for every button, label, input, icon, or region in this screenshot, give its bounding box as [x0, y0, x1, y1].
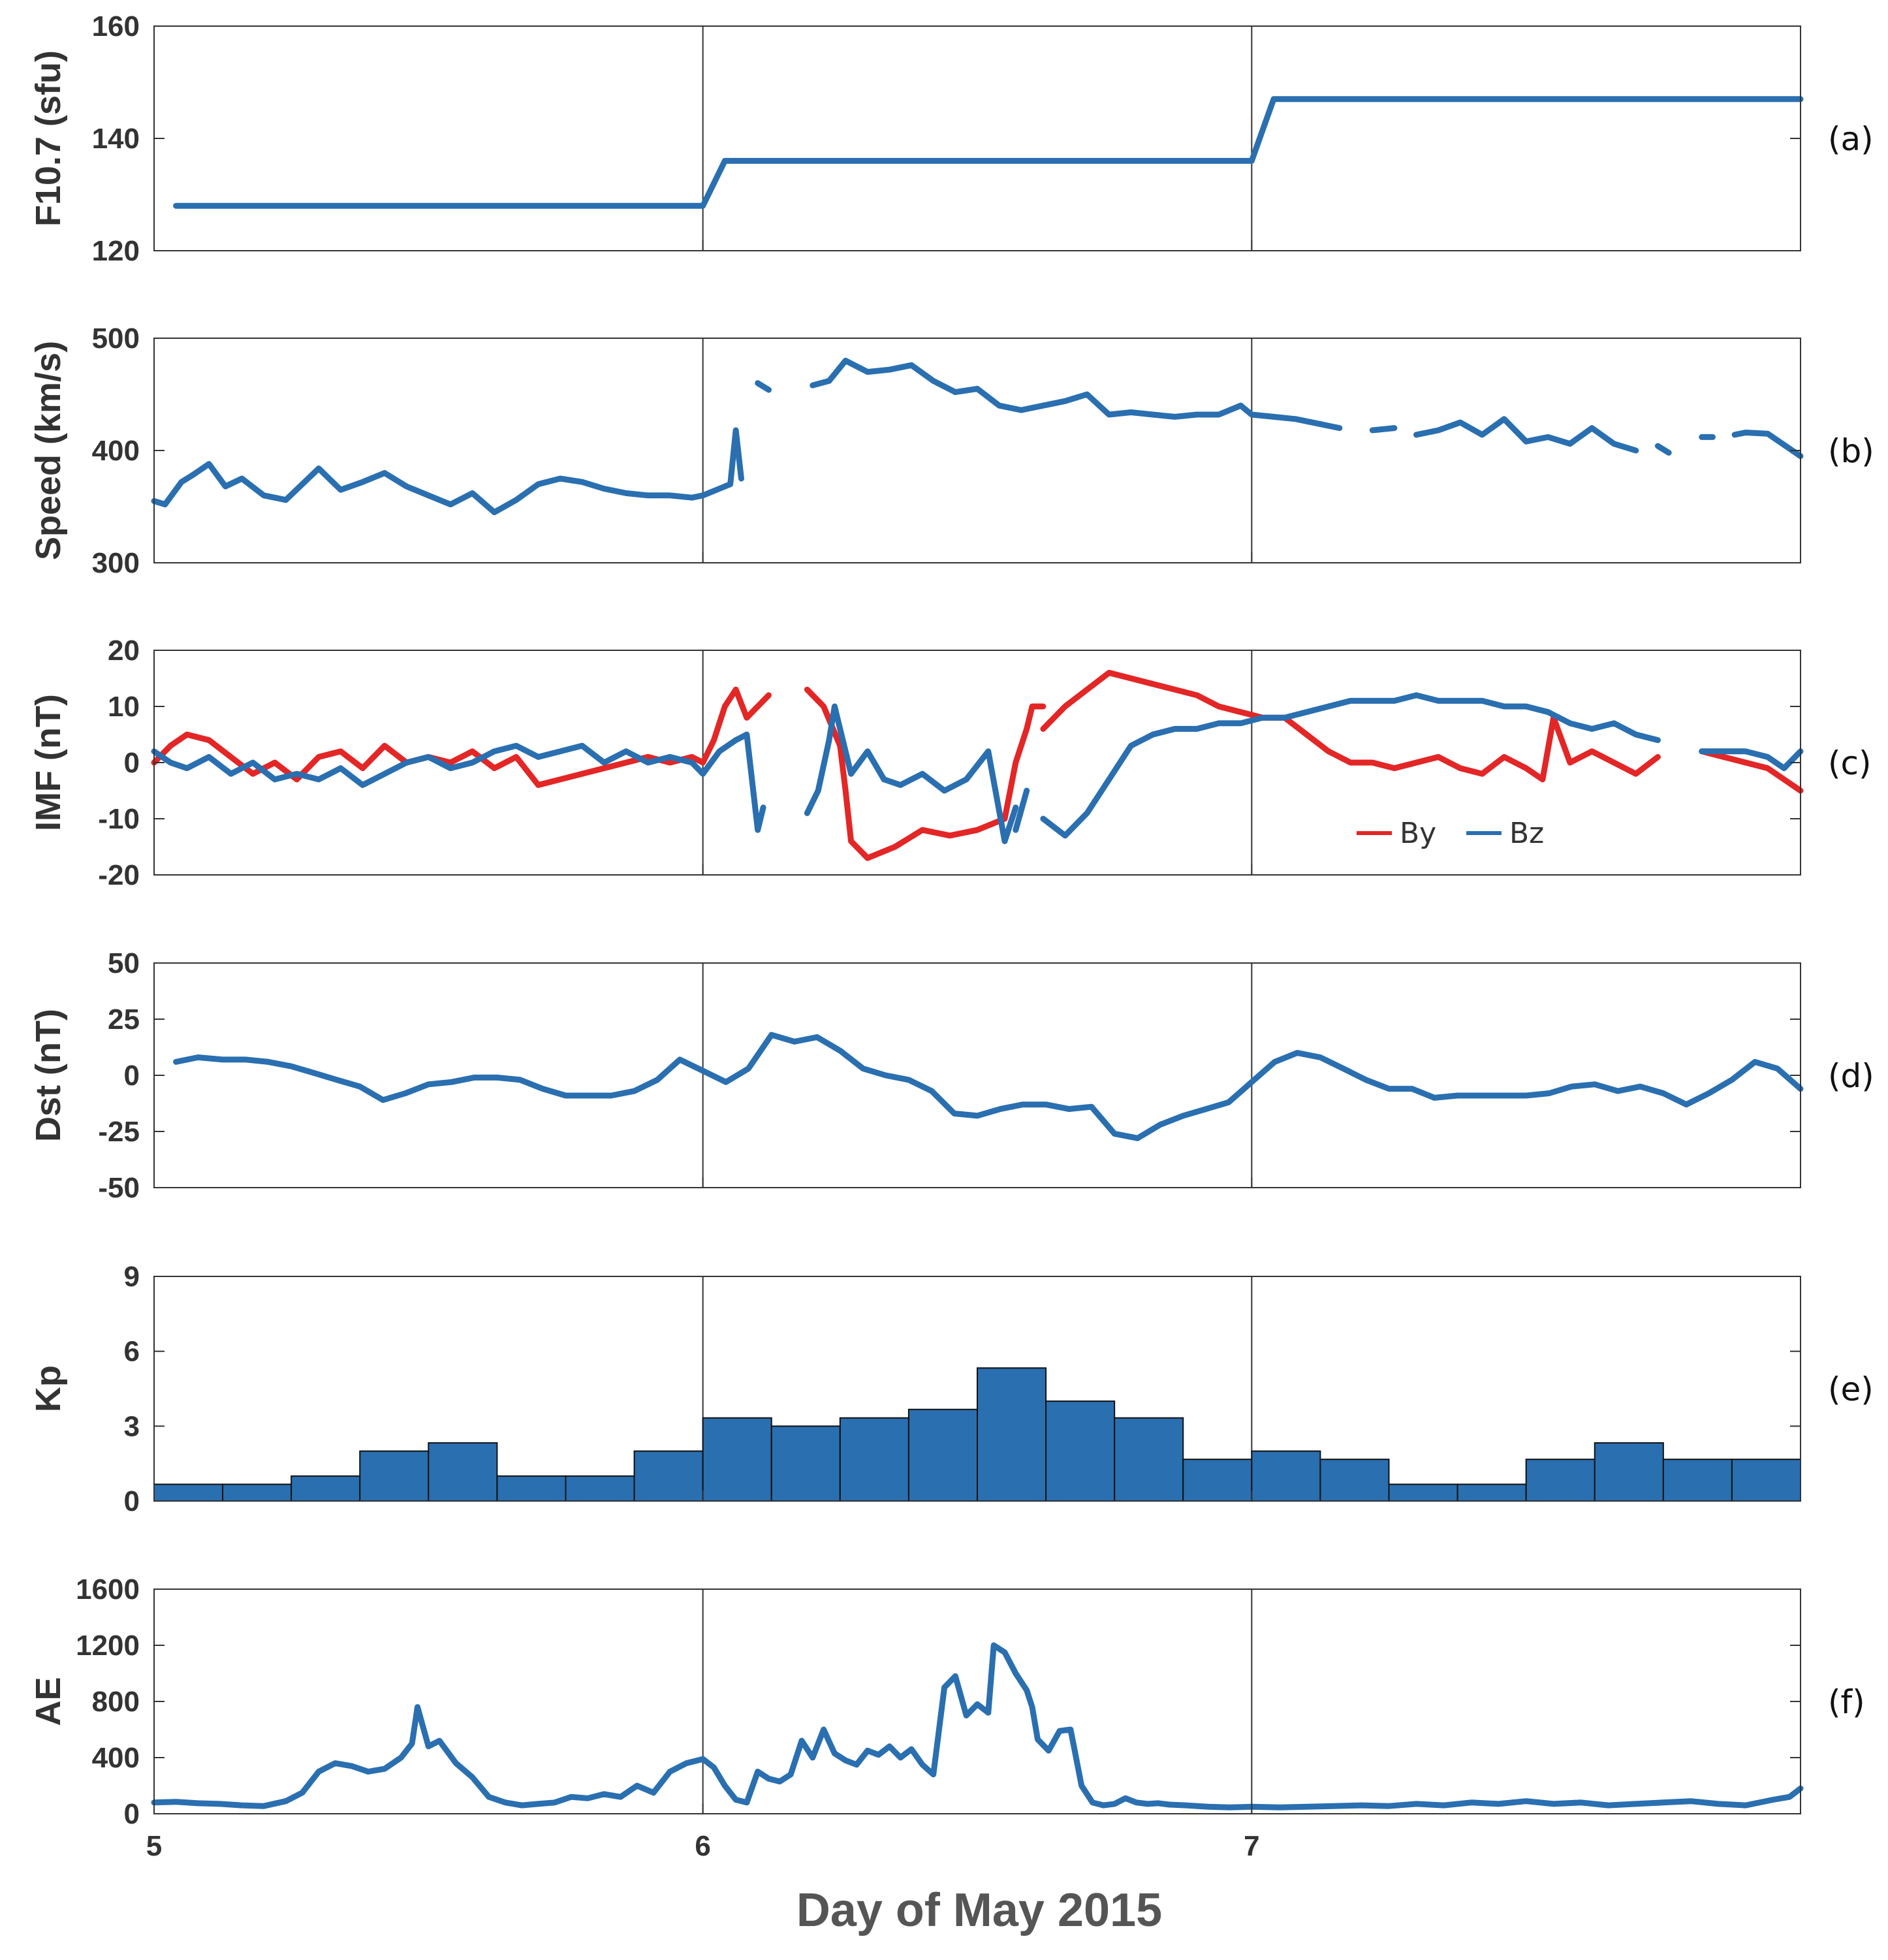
x-axis-label: Day of May 2015 — [796, 1884, 1162, 1936]
kp-bar — [633, 1450, 704, 1502]
panel-label: (a) — [1828, 120, 1874, 158]
panel-f: 0 400 800 1200 1600 AE (f) 5 6 7 — [29, 1573, 1865, 1862]
kp-bar — [1045, 1400, 1116, 1502]
y-axis-label: IMF (nT) — [29, 694, 68, 831]
y-tick-label: 6 — [124, 1336, 140, 1368]
kp-bar — [1182, 1459, 1253, 1502]
kp-bar — [496, 1475, 567, 1502]
kp-bar — [1114, 1417, 1184, 1502]
y-tick-label: 300 — [92, 547, 140, 579]
axes-frame — [153, 962, 1801, 1188]
y-tick-label: 1600 — [76, 1573, 140, 1605]
kp-bar — [1662, 1459, 1733, 1502]
kp-bar — [153, 1483, 224, 1502]
y-tick-label: 500 — [92, 323, 140, 355]
legend: By Bz — [1357, 817, 1544, 850]
kp-bar — [839, 1417, 909, 1502]
series-line-bz — [151, 692, 1804, 844]
kp-bar — [1525, 1459, 1596, 1502]
x-tick-label: 5 — [146, 1830, 162, 1862]
y-axis-label: F10.7 (sfu) — [29, 50, 68, 227]
panel-d: -50 -25 0 25 50 Dst (nT) (d) — [29, 947, 1874, 1204]
panel-label: (d) — [1828, 1057, 1874, 1095]
legend-label-by: By — [1400, 817, 1436, 850]
y-tick-label: 9 — [124, 1261, 140, 1293]
kp-bar — [1319, 1459, 1390, 1502]
kp-bar — [770, 1425, 841, 1502]
y-axis-label: AE — [29, 1677, 68, 1726]
panel-label: (b) — [1828, 432, 1874, 470]
kp-bar — [702, 1417, 772, 1502]
panel-a: 120 140 160 F10.7 (sfu) (a) — [29, 10, 1874, 267]
y-tick-label: -10 — [98, 803, 140, 835]
panel-c: -20 -10 0 10 20 IMF (nT) (c) By Bz — [29, 635, 1872, 891]
kp-bar — [222, 1483, 292, 1502]
y-tick-label: 50 — [108, 947, 140, 979]
y-axis-label: Kp — [29, 1365, 68, 1412]
y-tick-label: 25 — [108, 1004, 140, 1035]
x-tick-label: 6 — [695, 1830, 710, 1862]
legend-label-bz: Bz — [1509, 817, 1544, 850]
panel-label: (f) — [1828, 1683, 1865, 1721]
panel-label: (e) — [1828, 1370, 1874, 1408]
series-line-dst — [173, 1032, 1804, 1141]
y-tick-label: 140 — [92, 123, 140, 155]
series-line-speed — [151, 357, 1804, 516]
kp-bar — [428, 1442, 498, 1502]
kp-bar — [565, 1475, 635, 1502]
y-axis-label: Speed (km/s) — [29, 341, 68, 560]
y-tick-label: 400 — [92, 435, 140, 467]
panel-label: (c) — [1828, 744, 1872, 782]
kp-bar — [1594, 1442, 1664, 1502]
kp-bar — [907, 1408, 978, 1502]
kp-bar — [291, 1475, 361, 1502]
y-tick-label: -25 — [98, 1116, 140, 1148]
y-tick-label: 800 — [92, 1686, 140, 1718]
y-tick-label: 160 — [92, 10, 140, 42]
y-axis-label: Dst (nT) — [29, 1009, 68, 1142]
kp-bar — [1251, 1450, 1321, 1502]
kp-bar — [1731, 1459, 1802, 1502]
series-line-ae — [151, 1642, 1804, 1810]
y-tick-label: 20 — [108, 635, 140, 667]
y-tick-label: 0 — [124, 1798, 140, 1830]
y-tick-label: -20 — [98, 859, 140, 891]
y-tick-label: 0 — [124, 1485, 140, 1517]
y-tick-label: 10 — [108, 691, 140, 723]
panel-b: 300 400 500 Speed (km/s) (b) — [29, 323, 1874, 579]
y-tick-label: 3 — [124, 1410, 140, 1442]
axes-frame — [153, 25, 1801, 251]
series-line-f10-7 — [173, 96, 1804, 209]
y-tick-label: 120 — [92, 235, 140, 267]
y-tick-label: 0 — [124, 747, 140, 779]
kp-bar — [977, 1367, 1047, 1502]
axes-frame — [153, 1276, 1801, 1502]
y-tick-label: 0 — [124, 1060, 140, 1092]
panel-e: 0 3 6 9 Kp (e) — [29, 1261, 1874, 1517]
kp-bar — [1388, 1483, 1458, 1502]
y-tick-label: 1200 — [76, 1630, 140, 1662]
x-tick-label: 7 — [1244, 1830, 1259, 1862]
kp-bar — [359, 1450, 430, 1502]
axes-frame — [153, 338, 1801, 563]
kp-bar — [1456, 1483, 1527, 1502]
y-tick-label: -50 — [98, 1172, 140, 1204]
series-line-by — [151, 669, 1804, 861]
y-tick-label: 400 — [92, 1742, 140, 1774]
